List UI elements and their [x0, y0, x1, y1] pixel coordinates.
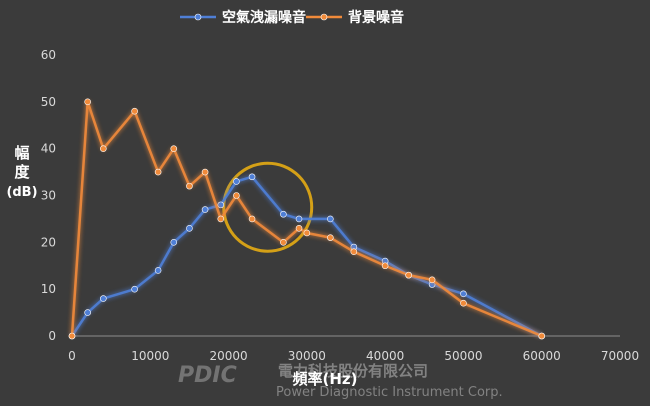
x-tick-label: 60000 — [523, 349, 561, 363]
data-point — [460, 290, 467, 298]
data-point — [538, 332, 546, 340]
data-point — [186, 182, 193, 190]
x-tick-label: 70000 — [601, 349, 639, 363]
x-tick-label: 20000 — [209, 349, 247, 363]
data-point — [217, 201, 225, 209]
data-point — [405, 271, 412, 279]
data-point — [303, 229, 311, 237]
data-point — [68, 332, 76, 340]
legend-label: 背景噪音 — [348, 9, 404, 26]
watermark-company-en: Power Diagnostic Instrument Corp. — [276, 385, 503, 400]
y-tick-label: 40 — [41, 142, 56, 156]
data-point — [327, 234, 334, 241]
watermark-company-cn: 電力科技股份有限公司 — [278, 362, 428, 380]
data-point — [186, 224, 193, 232]
series-line — [70, 175, 543, 338]
axis-ticks: 0 10 20 30 40 50 60 0 10000 20000 30000 40000 50000 6… — [41, 48, 639, 363]
data-point — [100, 295, 107, 302]
data-point — [233, 192, 240, 199]
y-axis-title-line2: 度 — [14, 163, 30, 181]
series-layer — [68, 98, 546, 340]
data-point — [381, 262, 389, 270]
y-tick-label: 20 — [41, 235, 56, 249]
data-point — [131, 107, 138, 115]
highlight-area — [222, 161, 314, 253]
y-tick-label: 60 — [41, 48, 56, 62]
data-point — [248, 215, 256, 223]
data-point — [460, 299, 467, 307]
y-tick-label: 30 — [41, 189, 56, 203]
highlight-circle — [222, 161, 314, 253]
data-point — [84, 309, 91, 316]
data-point — [280, 239, 287, 246]
data-point — [84, 98, 91, 106]
data-point — [350, 248, 358, 255]
data-point — [131, 285, 138, 293]
y-tick-label: 50 — [41, 95, 56, 109]
data-point — [170, 239, 178, 246]
data-point — [248, 173, 256, 181]
data-point — [170, 145, 178, 152]
data-point — [154, 168, 162, 176]
data-point — [100, 145, 107, 152]
data-point — [201, 206, 209, 213]
y-axis-title-line1: 幅 — [14, 144, 29, 162]
data-point — [217, 215, 225, 223]
legend-item-2: 背景噪音 — [306, 9, 404, 26]
legend-label: 空氣洩漏噪音 — [222, 9, 306, 26]
x-tick-label: 0 — [68, 349, 76, 363]
legend-swatch-marker — [194, 13, 202, 21]
x-axis-title: 頻率(Hz) — [293, 370, 358, 388]
legend-item-1: 空氣洩漏噪音 — [180, 9, 306, 26]
data-point — [233, 178, 240, 185]
data-point — [201, 168, 209, 176]
legend-swatch-marker — [320, 13, 328, 21]
series-2 — [68, 98, 546, 340]
data-point — [154, 267, 162, 274]
watermark: PDIC 電力科技股份有限公司 Power Diagnostic Instrum… — [178, 362, 503, 400]
x-tick-label: 10000 — [131, 349, 169, 363]
x-tick-label: 30000 — [288, 349, 326, 363]
data-point — [428, 276, 436, 284]
series-1 — [68, 173, 546, 340]
data-point — [280, 210, 287, 218]
legend: 空氣洩漏噪音 背景噪音 — [180, 9, 404, 26]
watermark-logo: PDIC — [178, 363, 237, 388]
x-tick-label: 40000 — [366, 349, 404, 363]
y-tick-label: 10 — [41, 282, 56, 296]
y-tick-label: 0 — [48, 329, 56, 343]
data-point — [295, 224, 303, 232]
data-point — [295, 215, 303, 223]
y-axis-unit: (dB) — [6, 185, 37, 200]
x-tick-label: 50000 — [444, 349, 482, 363]
data-point — [327, 215, 334, 223]
